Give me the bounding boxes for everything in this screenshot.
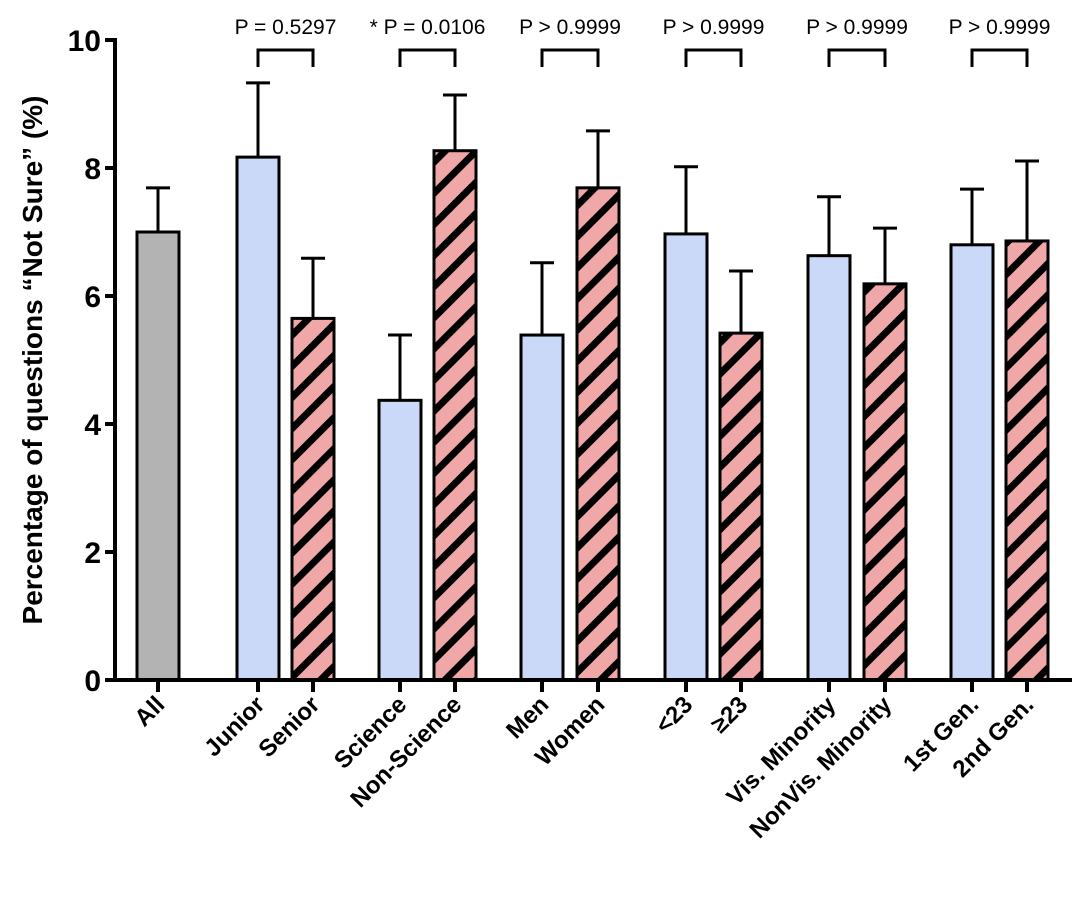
- bar--23: [718, 331, 764, 682]
- error-bars: [146, 81, 1039, 401]
- bars: [135, 149, 1050, 682]
- p-value-label: P = 0.5297: [235, 16, 337, 39]
- bar-women: [575, 186, 621, 682]
- bar-all: [135, 230, 181, 682]
- x-tick-label: Senior: [253, 691, 325, 763]
- bar-2nd-gen-: [1004, 239, 1050, 682]
- p-value-label: P > 0.9999: [519, 16, 621, 39]
- significance-bracket: [684, 48, 743, 67]
- bar-vis-minority: [806, 254, 852, 682]
- significance-bracket: [256, 48, 315, 67]
- y-tick-label: 10: [68, 25, 101, 58]
- x-tick-label: <23: [650, 691, 698, 739]
- bar-nonvis-minority: [862, 282, 908, 682]
- y-axis: 0 2 4 6 8 10: [68, 25, 117, 698]
- bar-senior: [290, 316, 336, 682]
- p-value-label: * P = 0.0106: [370, 16, 486, 39]
- y-tick-label: 4: [84, 409, 101, 442]
- p-value-label: P > 0.9999: [949, 16, 1051, 39]
- x-tick-label: ≥23: [706, 691, 753, 738]
- y-tick-label: 0: [84, 665, 101, 698]
- significance-bracket: [540, 48, 600, 67]
- significance-bracket: [398, 48, 457, 67]
- bar-1st-gen-: [949, 243, 995, 682]
- y-tick-label: 6: [84, 281, 101, 314]
- y-axis-label: Percentage of questions “Not Sure” (%): [17, 96, 48, 625]
- bar-men: [519, 333, 565, 682]
- bar-science: [377, 398, 423, 682]
- y-tick-label: 8: [84, 153, 101, 186]
- bar-non-science: [432, 149, 478, 682]
- p-value-label: P > 0.9999: [806, 16, 908, 39]
- significance-bracket: [970, 48, 1029, 67]
- x-tick-label: All: [129, 691, 170, 732]
- bar--23: [663, 232, 709, 682]
- bar-junior: [235, 155, 281, 682]
- significance-bracket: [827, 48, 887, 67]
- y-tick-label: 2: [84, 537, 101, 570]
- comparison-brackets: P = 0.5297 * P = 0.0106 P > 0.9999 P > 0.99…: [235, 16, 1051, 67]
- p-value-label: P > 0.9999: [663, 16, 765, 39]
